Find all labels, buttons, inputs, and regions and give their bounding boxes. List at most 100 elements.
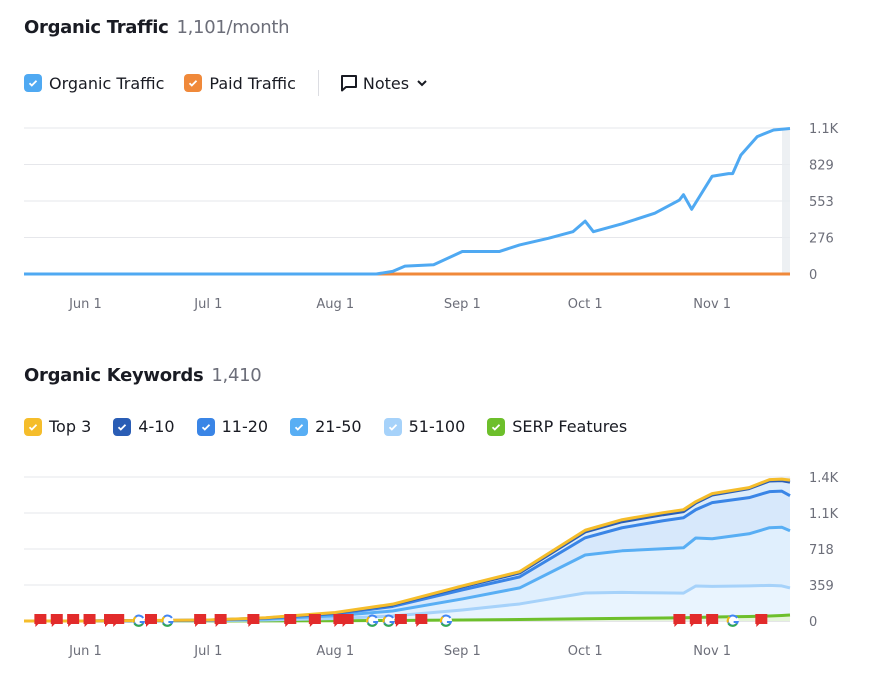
x-tick-label: Oct 1 [568,644,603,659]
flag-shape [144,614,157,627]
legend-organic-traffic[interactable]: Organic Traffic [24,74,164,93]
flag-shape [112,614,125,627]
note-flag-icon[interactable] [415,614,428,627]
g-arc [439,616,444,623]
google-update-icon[interactable] [132,614,146,627]
x-tick-label: Sep 1 [444,297,481,312]
legend-serp-features[interactable]: SERP Features [487,417,627,436]
flag-shape [394,614,407,627]
legend-label: Organic Traffic [49,73,165,93]
x-tick-label: Jun 1 [68,297,102,312]
keywords-legend: Top 3 4-10 11-20 21-50 51-100 SERP Features [24,417,649,436]
flag-shape [755,614,768,627]
flag-shape [415,614,428,627]
legend-51-100[interactable]: 51-100 [383,417,466,436]
note-flag-icon[interactable] [706,614,719,627]
note-flag-icon[interactable] [144,614,157,627]
note-flag-icon[interactable] [34,614,47,627]
legend-paid-traffic[interactable]: Paid Traffic [184,74,296,93]
legend-4-10[interactable]: 4-10 [113,417,175,436]
g-arc [727,622,738,627]
g-arc [161,616,166,623]
x-tick-label: Sep 1 [444,644,481,659]
g-arc [382,616,387,623]
note-flag-icon[interactable] [214,614,227,627]
flag-shape [706,614,719,627]
g-arc [366,616,370,623]
legend-21-50[interactable]: 21-50 [290,417,362,436]
series-line-organic-traffic [24,127,791,276]
legend-label: 21-50 [315,417,362,436]
chevron-down-icon [417,80,427,87]
keywords-title-text: Organic Keywords [24,365,204,386]
flag-shape [247,614,260,627]
checkbox-icon[interactable] [24,74,42,92]
g-arc [440,622,451,627]
checkbox-icon[interactable] [196,417,215,436]
x-tick-label: Nov 1 [693,297,731,312]
google-update-icon[interactable] [382,614,395,627]
current-period-band [782,128,790,274]
traffic-legend: Organic Traffic Paid Traffic Notes [24,70,449,96]
google-update-icon[interactable] [439,614,453,627]
flag-shape [308,614,321,627]
flag-shape [83,614,96,627]
traffic-title-text: Organic Traffic [24,17,169,38]
legend-label: 51-100 [408,417,466,436]
y-tick-label: 718 [809,543,834,558]
google-update-icon[interactable] [366,614,379,627]
notes-label: Notes [362,73,410,93]
note-flag-icon[interactable] [394,614,407,627]
y-tick-label: 0 [809,268,817,283]
google-update-icon[interactable] [726,614,739,627]
checkbox-icon[interactable] [290,417,309,436]
note-flag-icon[interactable] [689,614,702,627]
y-tick-label: 1.4K [809,471,839,486]
legend-label: Paid Traffic [209,73,296,93]
traffic-value: 1,101/month [176,17,290,38]
google-update-icon[interactable] [161,614,174,627]
notes-dropdown[interactable]: Notes [339,73,429,93]
x-tick-label: Jul 1 [193,297,222,312]
flag-shape [689,614,702,627]
legend-label: SERP Features [512,417,628,436]
checkbox-icon[interactable] [24,417,42,436]
checkbox-icon[interactable] [184,74,203,92]
note-flag-icon[interactable] [341,614,354,627]
legend-label: Top 3 [49,417,92,436]
y-tick-label: 553 [809,195,834,210]
g-arc [726,616,731,623]
y-tick-label: 359 [809,579,834,594]
checkbox-icon[interactable] [487,417,506,436]
note-flag-icon[interactable] [308,614,321,627]
comment-icon [340,75,357,92]
note-flag-icon[interactable] [194,614,207,627]
divider [317,70,319,96]
flag-shape [341,614,354,627]
x-tick-label: Oct 1 [568,297,603,312]
y-tick-label: 1.1K [809,507,839,522]
keywords-value: 1,410 [211,365,262,386]
note-flag-icon[interactable] [755,614,768,627]
note-flag-icon[interactable] [50,614,63,627]
g-arc [383,622,394,627]
note-flag-icon[interactable] [112,614,125,627]
flag-shape [50,614,63,627]
keywords-title: Organic Keywords 1,410 [24,365,262,386]
x-tick-label: Jun 1 [68,644,102,659]
legend-11-20[interactable]: 11-20 [196,417,268,436]
checkbox-icon[interactable] [113,417,132,436]
note-flag-icon[interactable] [83,614,96,627]
note-flag-icon[interactable] [247,614,260,627]
legend-label: 4-10 [138,417,175,436]
x-tick-label: Aug 1 [316,297,354,312]
checkbox-icon[interactable] [383,417,402,436]
note-flag-icon[interactable] [673,614,686,627]
note-flag-icon[interactable] [284,614,297,627]
flag-shape [673,614,686,627]
x-tick-label: Aug 1 [316,644,354,659]
g-arc [133,622,144,627]
legend-top-3[interactable]: Top 3 [24,417,91,436]
x-tick-label: Nov 1 [693,644,731,659]
note-flag-icon[interactable] [67,614,80,627]
